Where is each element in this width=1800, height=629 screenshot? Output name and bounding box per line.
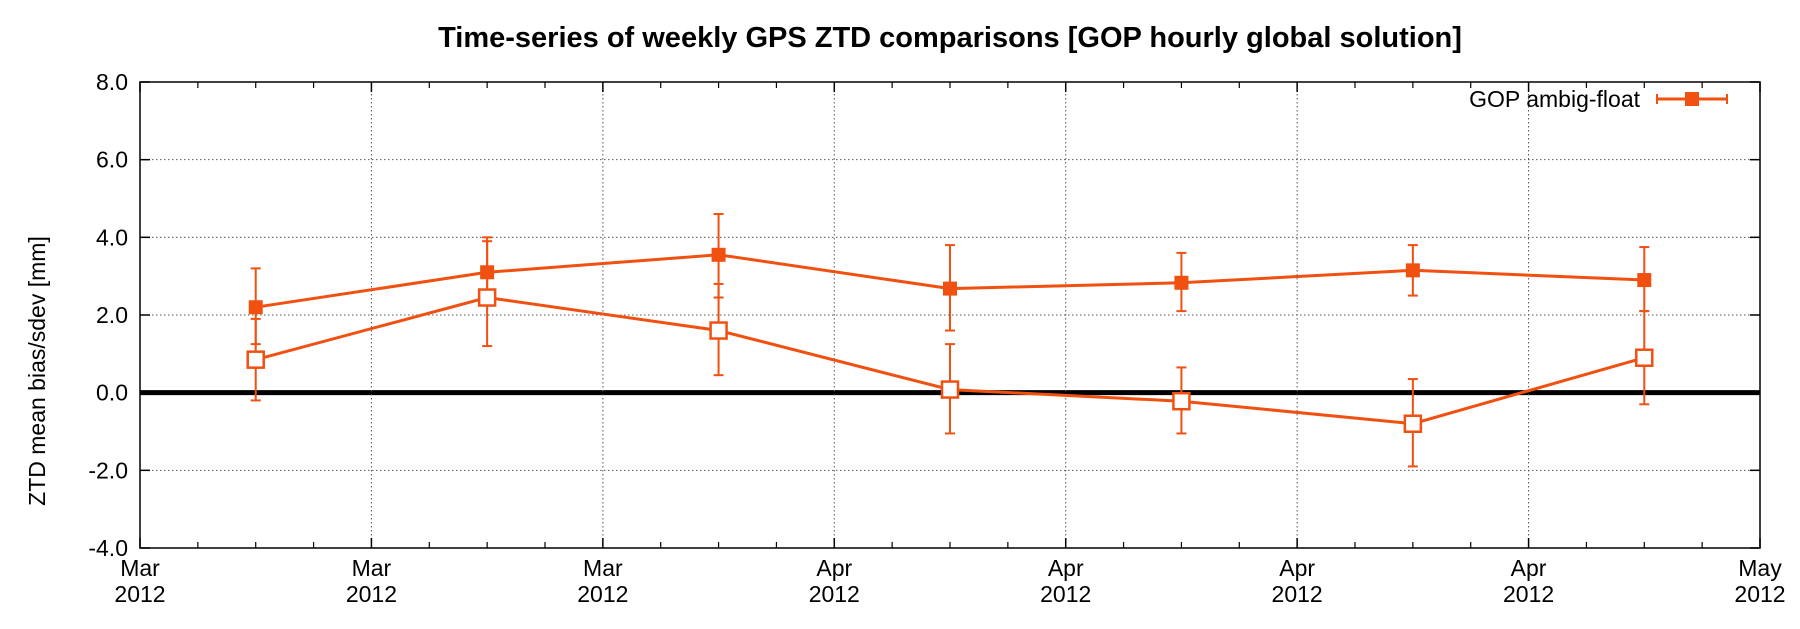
x-tick-label-month: Apr — [1048, 555, 1084, 581]
x-tick-label-month: Mar — [120, 555, 160, 581]
y-tick-label: 0.0 — [96, 380, 128, 406]
y-tick-label: 6.0 — [96, 147, 128, 173]
x-tick-label-year: 2012 — [1272, 581, 1323, 607]
chart-title: Time-series of weekly GPS ZTD comparison… — [438, 22, 1462, 54]
data-point — [943, 281, 957, 296]
x-tick-label-month: Mar — [352, 555, 392, 581]
x-tick-label-month: Apr — [1511, 555, 1547, 581]
y-tick-label: 2.0 — [96, 302, 128, 328]
data-point — [1637, 273, 1652, 288]
data-point — [940, 380, 960, 399]
x-tick-label-year: 2012 — [1734, 581, 1785, 607]
data-point — [248, 300, 263, 315]
x-tick-label-month: Apr — [1279, 555, 1315, 581]
legend: GOP ambig-float — [1469, 86, 1728, 112]
y-tick-label: 8.0 — [96, 69, 128, 95]
legend-marker — [1685, 92, 1699, 106]
series-layer — [246, 213, 1654, 468]
data-point — [1172, 391, 1191, 411]
x-tick-label-month: Mar — [583, 555, 623, 581]
x-tick-label-year: 2012 — [809, 581, 860, 607]
x-tick-label-month: Apr — [816, 555, 852, 581]
legend-label: GOP ambig-float — [1469, 86, 1640, 112]
x-tick-label-year: 2012 — [1040, 581, 1091, 607]
y-axis-label: ZTD mean bias/sdev [mm] — [24, 236, 50, 506]
x-tick-label-year: 2012 — [577, 581, 628, 607]
data-point — [477, 288, 497, 307]
data-point — [1635, 348, 1654, 367]
data-point — [711, 247, 726, 262]
axis-ticks: 8.06.04.02.00.0-2.0-4.0Mar2012Mar2012Mar… — [88, 69, 1785, 607]
data-point — [709, 321, 728, 340]
x-tick-label-year: 2012 — [346, 581, 397, 607]
data-point — [1174, 275, 1189, 290]
data-point — [246, 350, 265, 369]
data-point — [1403, 414, 1423, 433]
x-tick-label-year: 2012 — [114, 581, 165, 607]
data-point — [1405, 263, 1420, 278]
y-tick-label: -4.0 — [88, 535, 128, 561]
y-tick-label: 4.0 — [96, 224, 128, 250]
x-tick-label-month: May — [1738, 555, 1782, 581]
x-tick-label-year: 2012 — [1503, 581, 1554, 607]
y-tick-label: -2.0 — [88, 457, 128, 483]
